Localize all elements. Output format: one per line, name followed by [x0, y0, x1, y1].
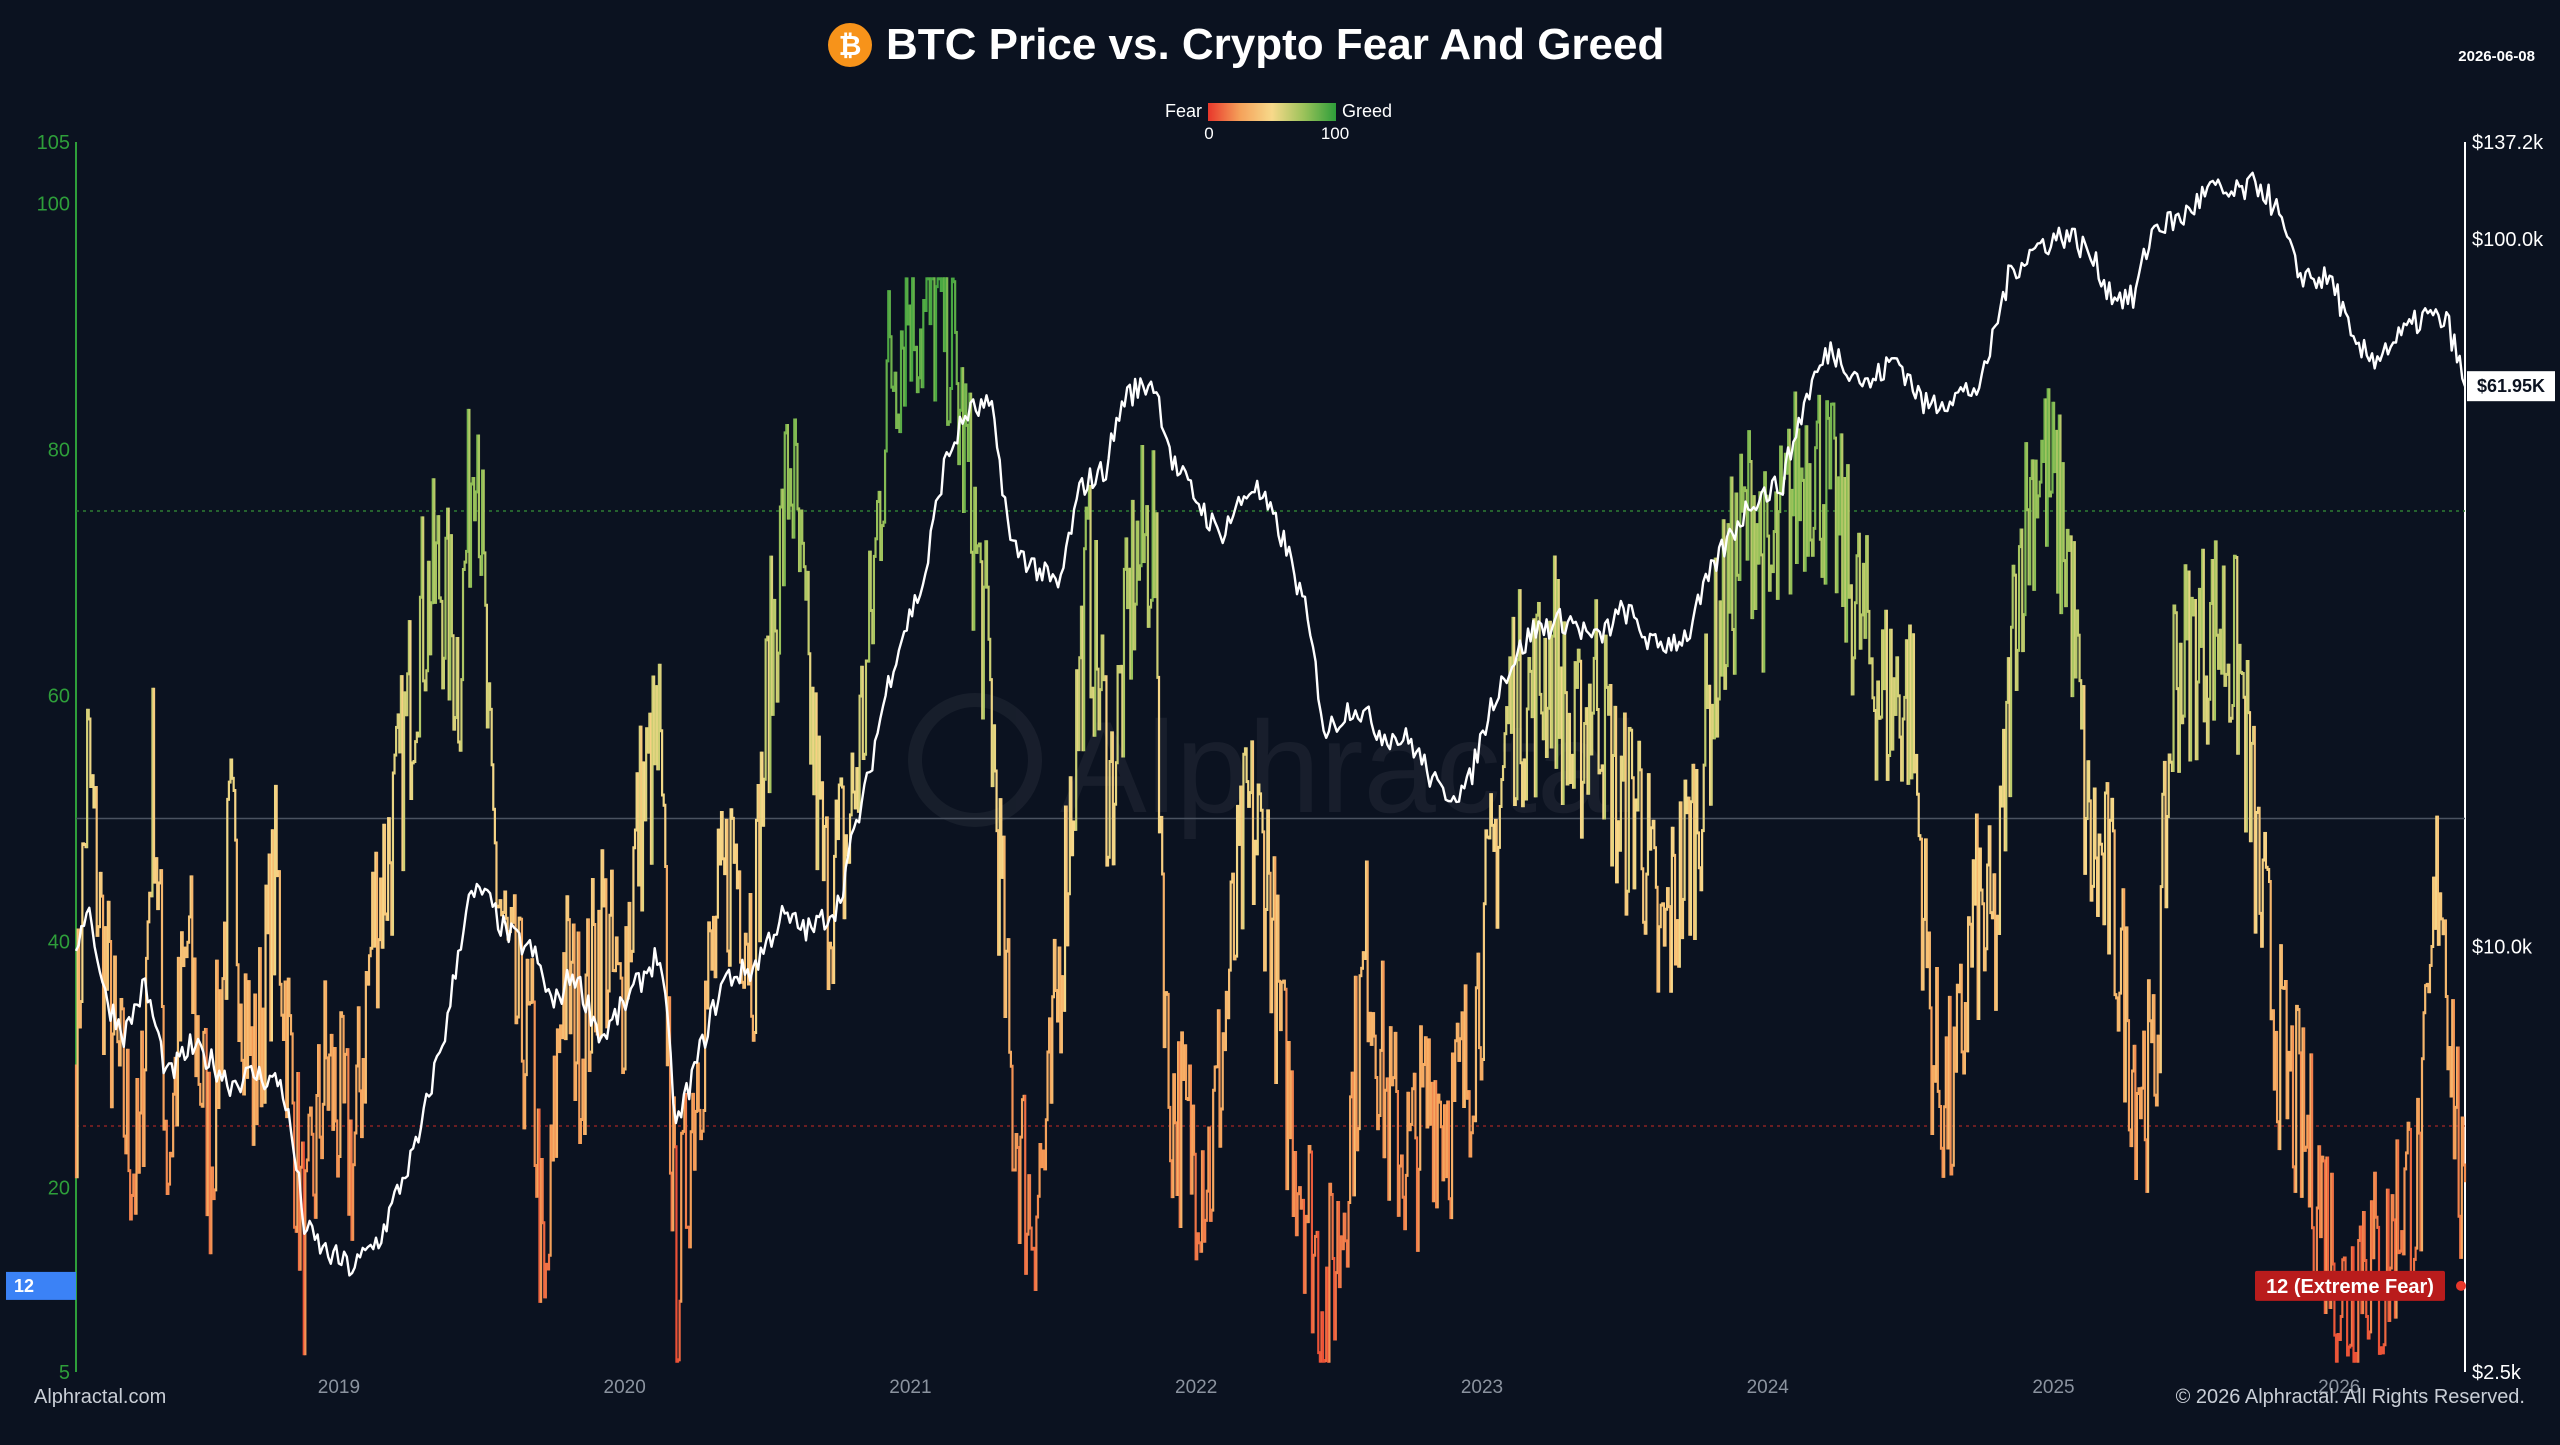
- right-axis-ticks: $2.5k $10.0k $100.0k $137.2k: [2472, 132, 2544, 1384]
- right-tick-label: $100.0k: [2472, 229, 2544, 251]
- legend-max-label: 100: [1321, 124, 1349, 143]
- right-tick-label: $137.2k: [2472, 132, 2544, 154]
- left-tick-label: 20: [48, 1178, 70, 1200]
- left-tick-label: 5: [59, 1362, 70, 1384]
- current-fg-left-badge-box: [6, 1271, 76, 1300]
- chart-title: BTC Price vs. Crypto Fear And Greed: [886, 20, 1664, 69]
- current-fg-left-badge-text: 12: [14, 1276, 34, 1296]
- left-tick-label: 100: [37, 194, 70, 216]
- x-tick-label: 2025: [2032, 1377, 2074, 1398]
- current-fg-badge-box: [2255, 1270, 2445, 1301]
- x-tick-label: 2022: [1175, 1377, 1217, 1398]
- x-tick-label: 2023: [1461, 1377, 1503, 1398]
- price-layer: [74, 171, 2467, 1277]
- bitcoin-icon-glyph: ₿: [839, 30, 862, 61]
- current-price-badge: $61.95K: [2467, 371, 2555, 402]
- current-price-badge-text: $61.95K: [2477, 376, 2545, 396]
- legend-min-label: 0: [1204, 124, 1213, 143]
- left-tick-label: 105: [37, 132, 70, 154]
- x-axis-ticks: 2019 2020 2021 2022 2023 2024 2025 2026: [318, 1377, 2361, 1398]
- legend: Fear Greed 0 100: [1165, 101, 1392, 143]
- current-fg-dot: [2456, 1280, 2466, 1291]
- x-tick-label: 2024: [1747, 1377, 1790, 1398]
- right-tick-label: $10.0k: [2472, 936, 2533, 958]
- chart-date: 2026-06-08: [2458, 48, 2535, 65]
- left-tick-label: 80: [48, 440, 70, 462]
- current-fg-badge-text: 12 (Extreme Fear): [2266, 1276, 2434, 1298]
- bitcoin-icon: [828, 23, 872, 67]
- current-price-badge-box: [2467, 371, 2555, 402]
- left-tick-label: 60: [48, 686, 70, 708]
- x-tick-label: 2019: [318, 1377, 360, 1398]
- footer-right: © 2026 Alphractal. All Rights Reserved.: [2176, 1386, 2525, 1408]
- reference-lines: [76, 510, 2465, 1127]
- legend-fear-label: Fear: [1165, 101, 1202, 121]
- title-group: ₿ BTC Price vs. Crypto Fear And Greed: [828, 20, 1664, 69]
- x-tick-label: 2021: [889, 1377, 931, 1398]
- legend-gradient-bar: [1208, 103, 1336, 121]
- left-tick-label: 40: [48, 932, 70, 954]
- left-axis-ticks: 5 20 40 60 80 100 105: [37, 132, 70, 1384]
- btc-price-line: [74, 171, 2467, 1277]
- legend-greed-label: Greed: [1342, 101, 1392, 121]
- current-fg-left-badge: 12: [6, 1271, 76, 1300]
- current-fg-right-badge: 12 (Extreme Fear): [2255, 1270, 2466, 1301]
- x-tick-label: 2026: [2318, 1377, 2360, 1398]
- right-tick-label: $2.5k: [2472, 1362, 2522, 1384]
- x-tick-label: 2020: [604, 1377, 646, 1398]
- footer-left: Alphractal.com: [34, 1386, 166, 1408]
